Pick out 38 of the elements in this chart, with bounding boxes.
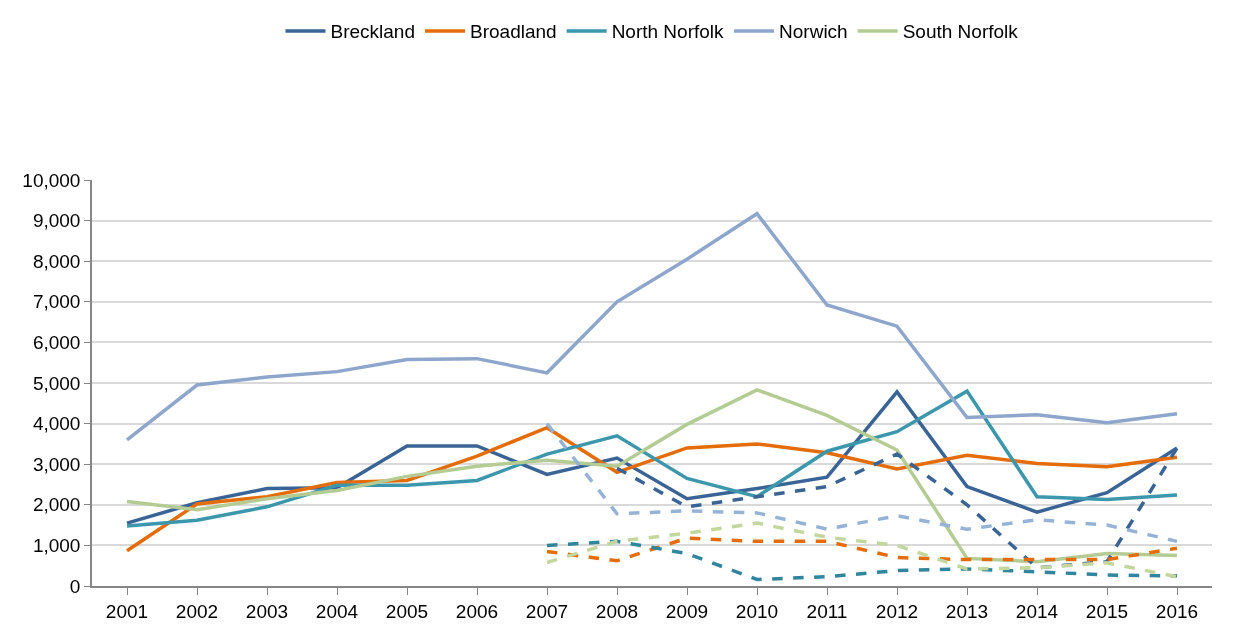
x-tick-label: 2012 (875, 600, 919, 622)
y-tick-label: 1,000 (32, 535, 81, 557)
line-series (125, 388, 1179, 564)
legend-label: Broadland (470, 21, 557, 43)
x-tick-label: 2008 (595, 600, 639, 622)
y-tick-label: 6,000 (32, 332, 81, 354)
y-tick-label: 2,000 (32, 494, 81, 516)
line-series (545, 539, 1179, 582)
x-tick-label: 2004 (315, 600, 359, 622)
x-tick-label: 2014 (1015, 600, 1059, 622)
line-series (125, 211, 1179, 442)
y-tick-label: 10,000 (22, 169, 81, 191)
x-tick-label: 2007 (525, 600, 569, 622)
x-tick-label: 2015 (1085, 600, 1129, 622)
x-tick-label: 2005 (385, 600, 429, 622)
legend-label: South Norfolk (902, 21, 1019, 43)
y-tick-label: 7,000 (32, 291, 81, 313)
line-series (545, 536, 1179, 563)
x-tick-label: 2010 (735, 600, 779, 622)
y-tick-label: 5,000 (32, 372, 81, 394)
x-tick-label: 2011 (806, 600, 848, 622)
x-tick-label: 2003 (245, 600, 289, 622)
x-tick-label: 2016 (1155, 600, 1199, 622)
x-tick-label: 2001 (105, 600, 149, 622)
line-series (545, 521, 1179, 579)
legend-label: Breckland (330, 21, 415, 43)
x-tick-label: 2009 (665, 600, 709, 622)
x-tick-label: 2013 (945, 600, 989, 622)
y-tick-label: 9,000 (32, 210, 81, 232)
y-tick-label: 4,000 (32, 413, 81, 435)
legend-label: Norwich (779, 21, 848, 43)
x-tick-label: 2006 (455, 600, 499, 622)
y-tick-label: 3,000 (32, 453, 81, 475)
line-series (545, 421, 1179, 544)
y-tick-label: 8,000 (32, 250, 81, 272)
legend-label: North Norfolk (611, 21, 725, 43)
x-tick-label: 2002 (175, 600, 219, 622)
y-tick-label: 0 (69, 575, 81, 597)
